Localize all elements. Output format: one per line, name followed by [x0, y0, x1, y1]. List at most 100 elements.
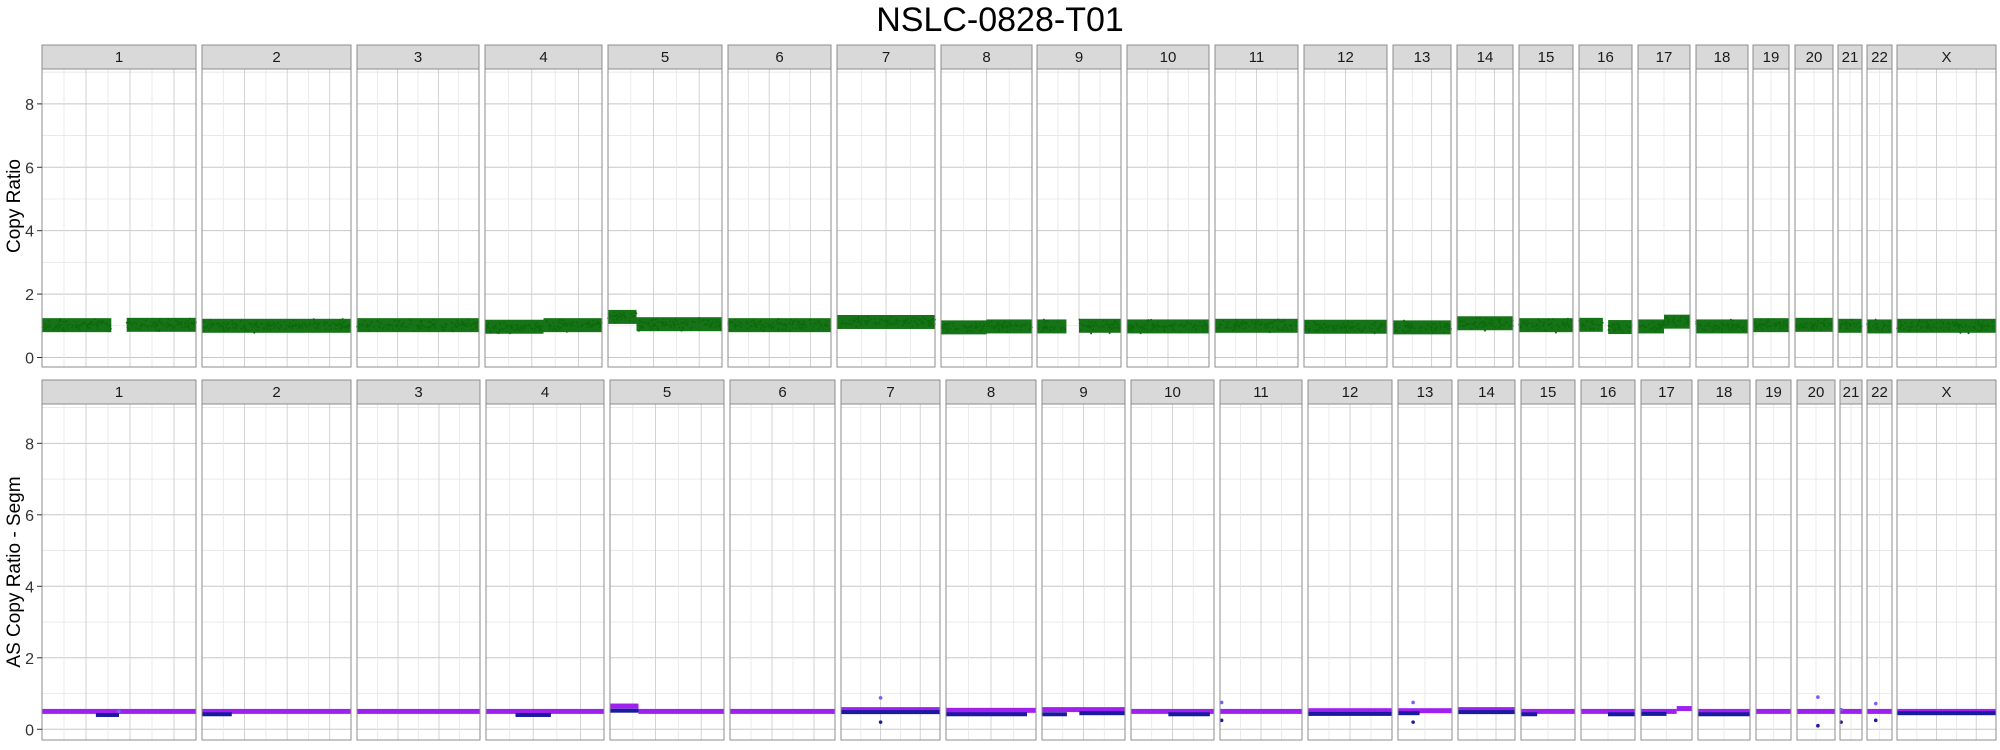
- copy-ratio-point: [870, 318, 873, 321]
- strip-label-chr-5: 5: [661, 49, 669, 66]
- copy-ratio-point: [1959, 331, 1962, 334]
- copy-ratio-point: [1140, 325, 1143, 328]
- copy-ratio-point: [340, 327, 343, 330]
- copy-ratio-point: [686, 323, 689, 326]
- copy-ratio-point: [1280, 320, 1282, 323]
- copy-ratio-point: [792, 322, 795, 325]
- copy-ratio-point: [443, 323, 446, 326]
- copy-ratio-point: [190, 322, 193, 325]
- copy-ratio-point: [1282, 326, 1285, 329]
- copy-ratio-point: [817, 320, 820, 323]
- copy-ratio-point: [1799, 323, 1802, 326]
- copy-ratio-point: [927, 323, 930, 326]
- copy-ratio-point: [1238, 324, 1241, 327]
- copy-ratio-point: [997, 321, 1000, 324]
- copy-ratio-point: [181, 326, 184, 329]
- copy-ratio-point: [674, 318, 677, 321]
- copy-ratio-point: [693, 321, 696, 324]
- copy-ratio-point: [666, 323, 669, 326]
- copy-ratio-point: [1470, 328, 1473, 330]
- copy-ratio-point: [128, 320, 131, 323]
- copy-ratio-point: [509, 332, 511, 335]
- copy-ratio-point: [748, 327, 751, 330]
- copy-ratio-point: [591, 323, 594, 326]
- copy-ratio-point: [256, 320, 259, 323]
- copy-ratio-point: [1439, 321, 1442, 324]
- copy-ratio-point: [1019, 325, 1022, 328]
- copy-ratio-point: [1088, 320, 1091, 323]
- strip-label-chr-12: 12: [1337, 49, 1354, 66]
- strip-chr-3: [356, 44, 480, 70]
- copy-ratio-point: [1200, 325, 1203, 328]
- copy-ratio-point: [1900, 320, 1902, 323]
- as-major-segment-chr-9: [1042, 707, 1125, 713]
- copy-ratio-point: [1038, 327, 1041, 329]
- copy-ratio-point: [1853, 325, 1856, 328]
- copy-ratio-point: [1875, 325, 1878, 328]
- copy-ratio-point: [125, 321, 128, 324]
- strip-chr-15: [1518, 44, 1574, 70]
- copy-ratio-point: [1096, 324, 1098, 327]
- copy-ratio-point: [1360, 330, 1363, 333]
- copy-ratio-point: [860, 318, 863, 321]
- copy-ratio-point: [377, 320, 380, 323]
- copy-ratio-point: [669, 324, 672, 326]
- copy-ratio-point: [1179, 323, 1182, 326]
- copy-ratio-point: [858, 320, 861, 323]
- copy-ratio-point: [562, 324, 565, 327]
- copy-ratio-point: [1002, 324, 1005, 327]
- copy-ratio-point: [89, 320, 92, 323]
- copy-ratio-point: [1740, 327, 1743, 330]
- strip-label-chr-11: 11: [1249, 49, 1265, 66]
- copy-ratio-point: [1268, 331, 1271, 334]
- copy-ratio-point: [206, 323, 209, 326]
- copy-ratio-point: [1444, 324, 1447, 327]
- copy-ratio-point: [1215, 327, 1218, 330]
- copy-ratio-point: [1547, 318, 1550, 321]
- copy-ratio-point: [1942, 329, 1945, 332]
- copy-ratio-point: [650, 328, 653, 331]
- copy-ratio-point: [1759, 323, 1762, 326]
- copy-ratio-point: [1151, 325, 1154, 328]
- copy-ratio-point: [1368, 326, 1371, 329]
- copy-ratio-point: [265, 322, 268, 325]
- copy-ratio-point: [1136, 323, 1139, 326]
- copy-ratio-point: [844, 322, 847, 325]
- copy-ratio-point: [847, 322, 850, 325]
- copy-ratio-point: [1078, 322, 1081, 325]
- copy-ratio-point: [1659, 326, 1662, 329]
- panel-border: [1303, 68, 1388, 368]
- copy-ratio-point: [1163, 325, 1166, 328]
- strip-chr-18: [1697, 379, 1751, 405]
- as-minor-segment-chr-X: [1897, 711, 1996, 716]
- copy-ratio-point: [1488, 320, 1491, 323]
- copy-ratio-point: [172, 326, 175, 329]
- copy-ratio-point: [716, 320, 719, 323]
- copy-ratio-point: [1346, 325, 1349, 328]
- copy-ratio-point: [215, 322, 218, 325]
- copy-ratio-point: [770, 324, 773, 327]
- copy-ratio-point: [1406, 330, 1409, 333]
- copy-ratio-point: [1435, 326, 1438, 329]
- copy-ratio-point: [1590, 320, 1593, 323]
- copy-ratio-point: [382, 326, 385, 329]
- copy-ratio-point: [1982, 325, 1984, 328]
- y-tick-label-bottom: 8: [25, 436, 34, 453]
- copy-ratio-point: [924, 317, 927, 320]
- copy-ratio-point: [970, 326, 973, 329]
- copy-ratio-point: [1825, 326, 1828, 329]
- copy-ratio-point: [1655, 327, 1658, 330]
- copy-ratio-point: [967, 329, 970, 332]
- copy-ratio-point: [1381, 325, 1384, 328]
- copy-ratio-point: [609, 315, 612, 318]
- panel-border: [356, 68, 480, 368]
- copy-ratio-point: [339, 319, 342, 322]
- as-minor-segment-chr-5: [610, 708, 639, 713]
- copy-ratio-point: [1735, 324, 1738, 327]
- copy-ratio-point: [1801, 326, 1804, 329]
- copy-ratio-point: [305, 325, 308, 328]
- strip-chr-12: [1303, 44, 1388, 70]
- y-tick-label-bottom: 2: [25, 651, 34, 668]
- copy-ratio-point: [815, 322, 818, 325]
- copy-ratio-point: [1053, 328, 1056, 331]
